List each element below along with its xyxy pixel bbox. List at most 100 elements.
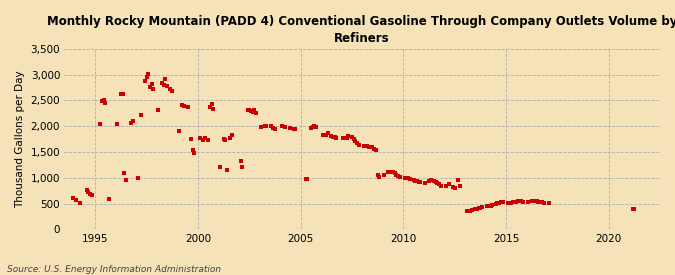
Point (221, 167, 232, 172)
Point (99, 98, 109, 103)
Point (242, 108, 253, 112)
Point (371, 148, 381, 153)
Point (165, 87, 176, 91)
Point (148, 86, 159, 91)
Point (470, 207, 481, 211)
Point (394, 175, 405, 180)
Point (485, 204, 496, 208)
Point (435, 183, 446, 188)
Point (215, 165, 225, 170)
Point (117, 92, 128, 97)
Point (97, 99, 107, 103)
Point (506, 200, 516, 205)
Point (523, 200, 534, 204)
Point (158, 83, 169, 87)
Point (249, 108, 260, 112)
Point (429, 179, 439, 183)
Point (511, 199, 522, 204)
Point (487, 203, 497, 207)
Point (95, 122, 106, 127)
Point (514, 199, 525, 203)
Point (444, 182, 455, 187)
Point (434, 182, 445, 187)
Point (225, 135, 236, 140)
Point (307, 125, 318, 130)
Point (420, 181, 431, 185)
Point (153, 108, 164, 112)
Point (144, 85, 155, 89)
Point (389, 171, 400, 175)
Point (247, 110, 258, 115)
Point (374, 175, 385, 180)
Point (218, 136, 229, 141)
Point (266, 124, 277, 128)
Point (167, 89, 178, 94)
Point (84, 191, 95, 196)
Point (531, 199, 542, 204)
Point (475, 205, 486, 210)
Point (220, 138, 231, 142)
Point (492, 201, 503, 205)
Point (358, 144, 369, 148)
Point (132, 176, 143, 180)
Point (103, 197, 114, 202)
Point (309, 124, 320, 128)
Point (403, 176, 414, 180)
Point (466, 208, 477, 213)
Point (528, 199, 539, 203)
Point (206, 101, 217, 106)
Point (431, 180, 441, 184)
Point (412, 179, 423, 184)
Point (471, 207, 482, 211)
Point (288, 126, 299, 131)
Point (143, 72, 154, 76)
Point (497, 200, 508, 204)
Point (508, 200, 518, 204)
Point (290, 127, 301, 131)
Point (321, 132, 331, 137)
Point (453, 178, 464, 183)
Point (326, 134, 337, 138)
Point (353, 143, 364, 147)
Point (464, 208, 475, 213)
Point (198, 138, 209, 142)
Point (74, 201, 85, 205)
Point (327, 134, 338, 139)
Point (136, 113, 146, 117)
Point (173, 129, 184, 134)
Point (449, 185, 460, 190)
Point (627, 207, 638, 211)
Point (538, 200, 549, 205)
Point (343, 133, 354, 138)
Point (384, 169, 395, 174)
Point (186, 137, 196, 141)
Point (179, 104, 190, 108)
Point (348, 136, 359, 141)
Point (391, 172, 402, 177)
Point (236, 159, 246, 163)
Point (112, 122, 123, 126)
Point (482, 204, 493, 208)
Point (369, 147, 379, 151)
Point (387, 170, 398, 174)
Point (244, 108, 254, 112)
Point (268, 126, 279, 130)
Point (629, 207, 640, 212)
Point (68, 196, 78, 200)
Point (495, 200, 506, 205)
Point (400, 176, 410, 180)
Point (477, 205, 487, 209)
Point (473, 206, 484, 210)
Point (331, 136, 342, 140)
Point (425, 178, 436, 183)
Point (285, 126, 296, 131)
Point (448, 184, 458, 189)
Point (269, 126, 280, 131)
Point (502, 201, 513, 205)
Point (372, 172, 383, 177)
Point (279, 125, 290, 130)
Point (338, 136, 349, 140)
Point (160, 77, 171, 81)
Point (490, 202, 501, 206)
Point (461, 208, 472, 213)
